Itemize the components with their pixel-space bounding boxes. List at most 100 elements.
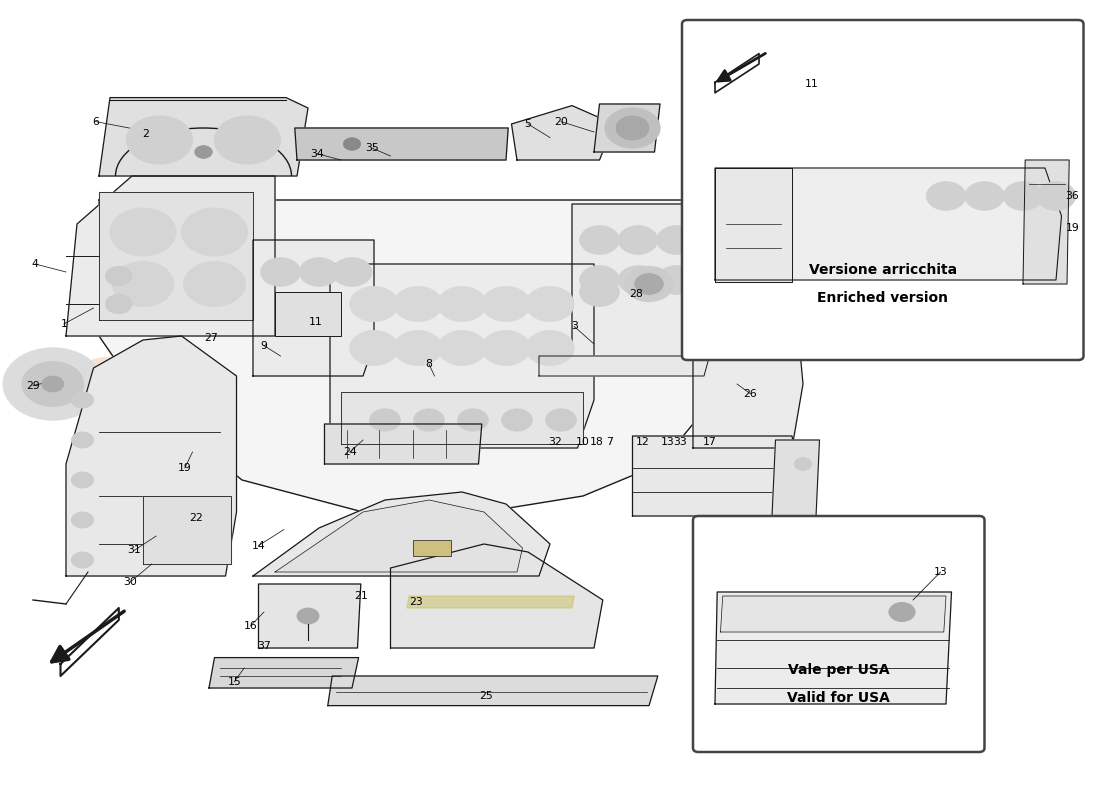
Text: Valid for USA: Valid for USA bbox=[788, 691, 890, 706]
Text: 4: 4 bbox=[32, 259, 39, 269]
Polygon shape bbox=[632, 436, 801, 516]
Text: 5: 5 bbox=[525, 119, 531, 129]
Text: 26: 26 bbox=[744, 389, 757, 398]
Polygon shape bbox=[66, 176, 275, 336]
Circle shape bbox=[502, 409, 532, 431]
Text: 35: 35 bbox=[365, 143, 378, 153]
Text: 29: 29 bbox=[26, 381, 40, 390]
Circle shape bbox=[297, 608, 319, 624]
Circle shape bbox=[332, 258, 372, 286]
Text: 32: 32 bbox=[549, 437, 562, 446]
Circle shape bbox=[195, 146, 212, 158]
Circle shape bbox=[42, 376, 64, 392]
Bar bbox=[412, 540, 451, 556]
Text: 9: 9 bbox=[261, 341, 267, 350]
Circle shape bbox=[526, 286, 574, 322]
Text: 19: 19 bbox=[178, 463, 191, 473]
Polygon shape bbox=[330, 264, 594, 448]
Text: 37: 37 bbox=[257, 642, 271, 651]
Text: 14: 14 bbox=[252, 541, 265, 550]
Circle shape bbox=[394, 286, 442, 322]
Polygon shape bbox=[512, 106, 614, 160]
Circle shape bbox=[3, 348, 102, 420]
Circle shape bbox=[126, 116, 192, 164]
Circle shape bbox=[482, 330, 530, 366]
Circle shape bbox=[625, 266, 673, 302]
Polygon shape bbox=[539, 356, 710, 376]
Text: 23: 23 bbox=[409, 597, 422, 606]
Text: 13: 13 bbox=[661, 437, 674, 446]
Circle shape bbox=[965, 182, 1004, 210]
Bar bbox=[275, 292, 341, 336]
Circle shape bbox=[580, 226, 619, 254]
Text: 3: 3 bbox=[571, 322, 578, 331]
Text: 33: 33 bbox=[673, 437, 686, 446]
Text: Enriched version: Enriched version bbox=[817, 291, 948, 306]
Circle shape bbox=[618, 266, 658, 294]
Text: 18: 18 bbox=[590, 437, 603, 446]
Circle shape bbox=[458, 409, 488, 431]
Circle shape bbox=[350, 330, 398, 366]
Polygon shape bbox=[390, 544, 603, 648]
Polygon shape bbox=[258, 584, 361, 648]
Circle shape bbox=[72, 512, 94, 528]
Text: 11: 11 bbox=[805, 79, 818, 89]
Polygon shape bbox=[99, 98, 308, 176]
Text: 1: 1 bbox=[60, 319, 67, 329]
Circle shape bbox=[580, 278, 619, 306]
Text: 24: 24 bbox=[343, 447, 356, 457]
Circle shape bbox=[618, 226, 658, 254]
Text: 36: 36 bbox=[983, 277, 997, 286]
Circle shape bbox=[657, 266, 696, 294]
Polygon shape bbox=[253, 492, 550, 576]
Text: europarts: europarts bbox=[69, 338, 591, 430]
Circle shape bbox=[438, 330, 486, 366]
Circle shape bbox=[350, 286, 398, 322]
Bar bbox=[704, 312, 781, 360]
Text: 17: 17 bbox=[703, 437, 716, 446]
Circle shape bbox=[616, 116, 649, 140]
Polygon shape bbox=[66, 336, 236, 576]
Circle shape bbox=[438, 286, 486, 322]
Text: 16: 16 bbox=[244, 621, 257, 630]
Circle shape bbox=[106, 294, 132, 314]
Polygon shape bbox=[253, 240, 374, 376]
FancyBboxPatch shape bbox=[682, 20, 1084, 360]
Circle shape bbox=[214, 116, 280, 164]
Polygon shape bbox=[328, 676, 658, 706]
Circle shape bbox=[526, 330, 574, 366]
Circle shape bbox=[889, 602, 915, 622]
Circle shape bbox=[72, 432, 94, 448]
Polygon shape bbox=[1023, 160, 1069, 284]
Text: 21: 21 bbox=[354, 591, 367, 601]
Text: 8: 8 bbox=[426, 359, 432, 369]
Polygon shape bbox=[770, 440, 820, 560]
Text: 31: 31 bbox=[128, 546, 141, 555]
Circle shape bbox=[72, 392, 94, 408]
Text: 15: 15 bbox=[228, 677, 241, 686]
Circle shape bbox=[182, 208, 248, 256]
Circle shape bbox=[261, 258, 300, 286]
Circle shape bbox=[414, 409, 444, 431]
Circle shape bbox=[106, 266, 132, 286]
Polygon shape bbox=[715, 168, 792, 282]
Text: 2: 2 bbox=[142, 130, 148, 139]
Circle shape bbox=[110, 208, 176, 256]
Polygon shape bbox=[295, 128, 508, 160]
Circle shape bbox=[370, 409, 400, 431]
Text: 13: 13 bbox=[934, 567, 947, 577]
Polygon shape bbox=[693, 264, 803, 448]
Circle shape bbox=[605, 108, 660, 148]
Circle shape bbox=[299, 258, 339, 286]
Circle shape bbox=[394, 330, 442, 366]
Circle shape bbox=[657, 226, 696, 254]
Text: 30: 30 bbox=[123, 578, 136, 587]
Polygon shape bbox=[143, 496, 231, 564]
Text: 34: 34 bbox=[310, 149, 323, 158]
Text: 10: 10 bbox=[576, 437, 590, 446]
Circle shape bbox=[926, 182, 966, 210]
Text: Versione arricchita: Versione arricchita bbox=[808, 262, 957, 277]
Polygon shape bbox=[341, 392, 583, 444]
Polygon shape bbox=[99, 200, 748, 512]
Polygon shape bbox=[407, 596, 574, 608]
